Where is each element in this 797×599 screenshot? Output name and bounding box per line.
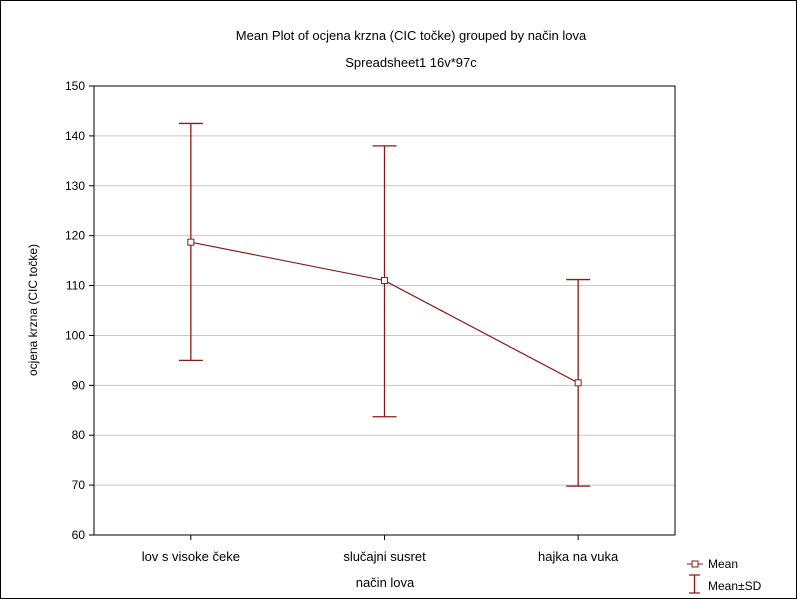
chart-subtitle: Spreadsheet1 16v*97c xyxy=(345,55,477,70)
legend-sd-label: Mean±SD xyxy=(708,579,762,593)
legend-item-sd: Mean±SD xyxy=(689,574,762,594)
legend: Mean Mean±SD xyxy=(687,557,762,594)
y-axis-label: ocjena krzna (CIC točke) xyxy=(26,244,40,376)
y-tick-label: 90 xyxy=(72,378,86,392)
x-axis-label: način lova xyxy=(356,575,415,590)
y-tick-label: 60 xyxy=(72,528,86,542)
legend-error-bar-icon xyxy=(689,574,700,594)
x-tick-label: lov s visoke čeke xyxy=(142,549,240,564)
chart-title: Mean Plot of ocjena krzna (CIC točke) gr… xyxy=(236,28,587,43)
x-axis: lov s visoke čeke slučajni susret hajka na… xyxy=(142,535,619,564)
y-tick-label: 120 xyxy=(65,229,85,243)
y-axis: 60 70 80 90 100 110 120 130 140 150 xyxy=(65,79,94,542)
y-tick-label: 110 xyxy=(66,279,85,293)
y-tick-label: 80 xyxy=(72,428,86,442)
legend-mean-label: Mean xyxy=(708,557,738,571)
y-tick-label: 100 xyxy=(65,328,85,342)
y-tick-label: 150 xyxy=(65,79,85,93)
x-tick-label: slučajni susret xyxy=(343,549,426,564)
series-mean xyxy=(178,122,591,487)
legend-mean-marker xyxy=(691,560,699,568)
x-tick-label: hajka na vuka xyxy=(538,549,619,564)
mean-point xyxy=(381,277,388,285)
y-tick-label: 140 xyxy=(65,129,85,143)
mean-point xyxy=(574,379,582,387)
y-tick-label: 130 xyxy=(65,179,85,193)
y-tick-label: 70 xyxy=(72,478,86,492)
legend-item-mean: Mean xyxy=(687,557,738,571)
mean-point xyxy=(187,238,195,246)
